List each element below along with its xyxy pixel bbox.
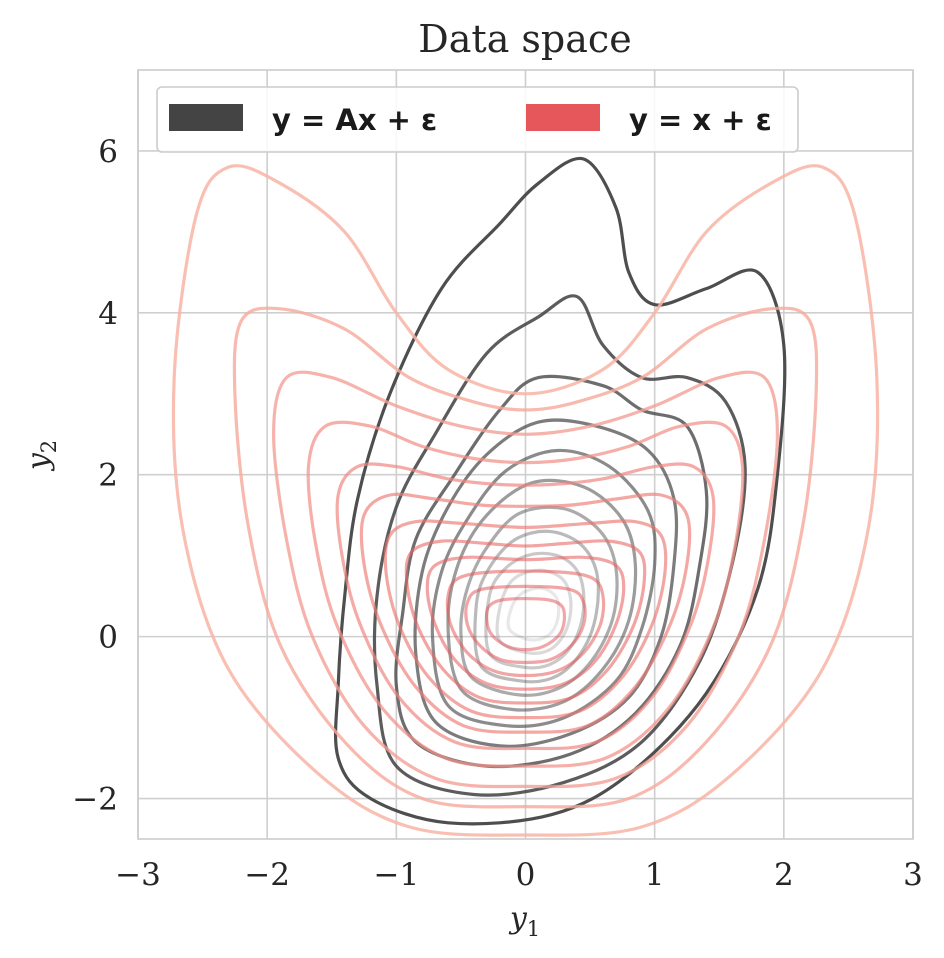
x-tick-label: 1	[645, 857, 665, 893]
legend-label-x: y = x + ε	[629, 103, 772, 137]
x-tick-label: 2	[774, 857, 794, 893]
y-tick-label: 0	[98, 620, 118, 656]
contour-line-ax	[333, 156, 787, 826]
contour-line-x	[484, 596, 567, 652]
contour-line-x	[232, 306, 819, 809]
x-axis-label: y1	[508, 901, 540, 941]
contour-line-x	[445, 569, 606, 678]
legend-swatch-ax	[169, 104, 243, 131]
contour-line-x	[306, 420, 745, 768]
contour-line-ax	[506, 586, 561, 642]
chart-title: Data space	[418, 17, 631, 61]
contour-line-x	[425, 555, 626, 691]
y-tick-label: 4	[98, 296, 118, 332]
x-tick-label: −1	[373, 857, 419, 893]
x-tick-label: 0	[516, 857, 536, 893]
contour-line-x	[335, 462, 716, 751]
contour-line-x	[464, 584, 587, 665]
contour-line-x	[171, 164, 880, 837]
y-tick-label: 2	[98, 458, 118, 494]
y-tick-label: 6	[98, 134, 118, 170]
legend-swatch-x	[526, 104, 600, 131]
legend: y = Ax + ε y = x + ε	[156, 86, 799, 153]
grid-lines	[137, 70, 914, 839]
y-axis-label: y2	[21, 440, 61, 472]
contour-line-ax	[473, 529, 600, 684]
x-axis-label-subscript: 1	[527, 917, 540, 941]
x-tick-label: −2	[244, 857, 290, 893]
legend-box	[156, 86, 799, 153]
axes-frame	[137, 69, 914, 840]
contour-line-x	[359, 492, 692, 734]
y-axis-label-subscript: 2	[37, 440, 61, 453]
contour-line-ax	[372, 294, 747, 797]
y-tick-label: −2	[72, 782, 118, 818]
contour-line-x	[272, 370, 779, 789]
contour-line-ax	[459, 505, 619, 697]
x-tick-label: −3	[115, 857, 161, 893]
x-tick-label: 3	[903, 857, 923, 893]
legend-label-ax: y = Ax + ε	[272, 103, 437, 137]
contour-line-x	[383, 519, 668, 720]
x-tick-labels: −3 −2 −1 0 1 2 3	[115, 857, 923, 893]
contour-line-x	[404, 539, 647, 705]
y-tick-labels: −2 0 2 4 6	[72, 134, 118, 818]
contour-line-ax	[495, 568, 573, 655]
contour-layer	[171, 156, 880, 837]
